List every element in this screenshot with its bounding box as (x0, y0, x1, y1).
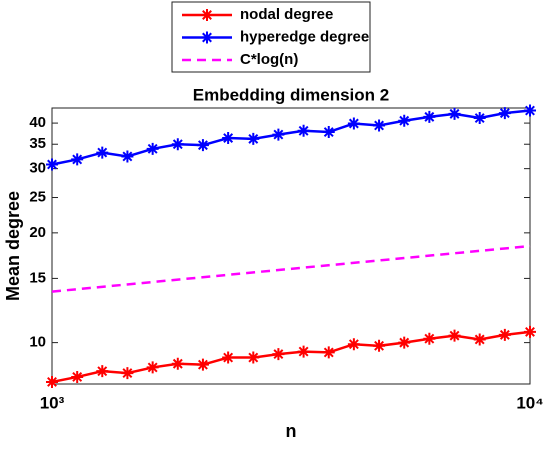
marker (121, 367, 134, 380)
y-tick-label: 15 (29, 269, 46, 286)
x-tick-label: 10³ (40, 393, 65, 412)
marker (297, 124, 310, 137)
marker (423, 332, 436, 345)
marker (222, 132, 235, 145)
y-axis-label: Mean degree (3, 191, 23, 301)
series-line (51, 244, 531, 293)
marker (524, 325, 536, 338)
marker (498, 107, 511, 120)
marker (96, 146, 109, 159)
x-tick-label: 10⁴ (516, 393, 543, 412)
marker (373, 119, 386, 132)
y-tick-label: 40 (29, 114, 46, 131)
marker (121, 150, 134, 163)
marker (297, 345, 310, 358)
marker (196, 358, 209, 371)
marker (196, 139, 209, 152)
chart-title: Embedding dimension 2 (193, 85, 389, 104)
plot-frame (51, 107, 531, 385)
marker (347, 338, 360, 351)
marker (222, 351, 235, 364)
marker (272, 128, 285, 141)
legend-label: nodal degree (240, 6, 333, 23)
marker (498, 328, 511, 341)
marker (171, 138, 184, 151)
marker (46, 375, 58, 388)
y-tick-label: 25 (29, 188, 46, 205)
legend-marker (201, 31, 213, 44)
marker (247, 351, 260, 364)
marker (473, 333, 486, 346)
marker (524, 104, 536, 117)
legend-marker (201, 9, 213, 21)
marker (398, 114, 411, 127)
x-axis-label: n (286, 421, 297, 441)
marker (146, 361, 159, 374)
marker (272, 348, 285, 361)
marker (347, 117, 360, 130)
marker (146, 142, 159, 155)
marker (96, 365, 109, 378)
marker (423, 110, 436, 123)
legend-label: C*log(n) (240, 51, 298, 68)
y-tick-label: 35 (29, 135, 46, 152)
legend-label: hyperedge degree (240, 28, 369, 45)
y-tick-label: 30 (29, 160, 46, 177)
marker (247, 132, 260, 145)
marker (448, 107, 461, 120)
marker (448, 329, 461, 342)
marker (398, 336, 411, 349)
marker (171, 357, 184, 370)
marker (373, 339, 386, 352)
marker (473, 112, 486, 125)
y-tick-label: 20 (29, 224, 46, 241)
marker (322, 346, 335, 359)
y-tick-label: 10 (29, 334, 46, 351)
marker (71, 370, 84, 383)
marker (71, 153, 84, 166)
marker (322, 126, 335, 139)
marker (46, 158, 58, 171)
